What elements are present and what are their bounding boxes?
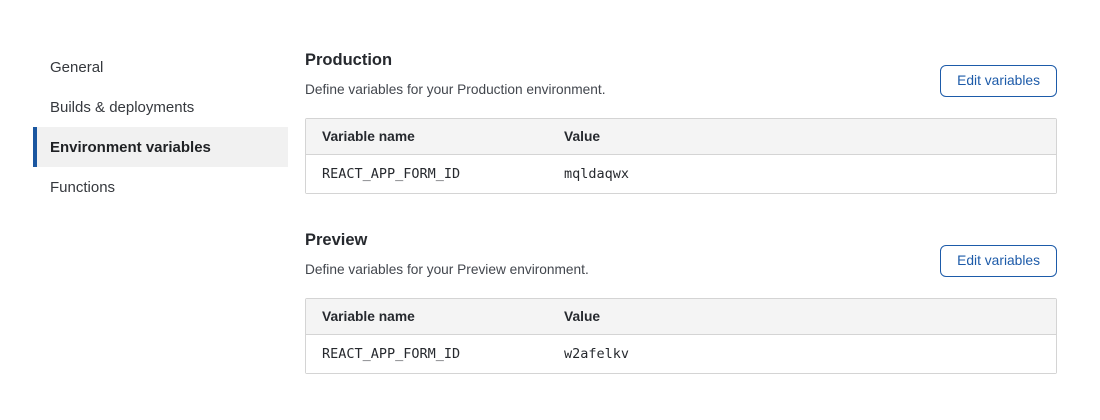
variable-value-cell: mqldaqwx <box>548 154 1056 193</box>
preview-edit-variables-button[interactable]: Edit variables <box>940 245 1057 277</box>
sidebar-item-label: Functions <box>50 179 115 196</box>
variable-name-cell: REACT_APP_FORM_ID <box>306 334 548 373</box>
production-section: Production Define variables for your Pro… <box>305 51 1057 194</box>
environment-variables-panel: Production Define variables for your Pro… <box>305 0 1057 374</box>
sidebar-item-label: Builds & deployments <box>50 99 194 116</box>
sidebar-item-label: Environment variables <box>50 139 211 156</box>
column-header-variable-name: Variable name <box>306 299 548 334</box>
variable-name-cell: REACT_APP_FORM_ID <box>306 154 548 193</box>
settings-sidebar: General Builds & deployments Environment… <box>33 47 288 207</box>
sidebar-item-general[interactable]: General <box>33 47 288 87</box>
sidebar-item-label: General <box>50 59 103 76</box>
column-header-value: Value <box>548 299 1056 334</box>
sidebar-item-environment-variables[interactable]: Environment variables <box>33 127 288 167</box>
preview-section: Preview Define variables for your Previe… <box>305 231 1057 374</box>
table-header-row: Variable name Value <box>306 119 1056 154</box>
production-variables-table: Variable name Value REACT_APP_FORM_ID mq… <box>305 118 1057 194</box>
column-header-value: Value <box>548 119 1056 154</box>
table-header-row: Variable name Value <box>306 299 1056 334</box>
preview-variables-table: Variable name Value REACT_APP_FORM_ID w2… <box>305 298 1057 374</box>
sidebar-item-functions[interactable]: Functions <box>33 167 288 207</box>
table-row: REACT_APP_FORM_ID w2afelkv <box>306 334 1056 373</box>
column-header-variable-name: Variable name <box>306 119 548 154</box>
table-row: REACT_APP_FORM_ID mqldaqwx <box>306 154 1056 193</box>
variable-value-cell: w2afelkv <box>548 334 1056 373</box>
production-edit-variables-button[interactable]: Edit variables <box>940 65 1057 97</box>
sidebar-item-builds-deployments[interactable]: Builds & deployments <box>33 87 288 127</box>
